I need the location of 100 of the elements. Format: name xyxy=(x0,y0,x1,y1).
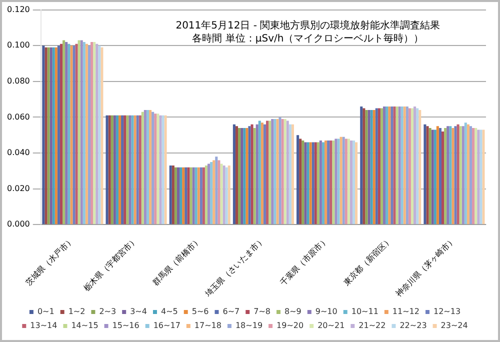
bar xyxy=(410,108,414,224)
bar xyxy=(72,46,76,224)
bar xyxy=(324,140,328,224)
x-tick-label: 栃木県（宇都宮市） xyxy=(82,236,140,293)
bar xyxy=(141,112,144,224)
legend-label: 5~6 xyxy=(192,307,209,316)
bar xyxy=(322,142,324,224)
bar xyxy=(428,128,432,224)
bar xyxy=(408,108,411,224)
bar xyxy=(446,126,450,224)
bar xyxy=(382,106,386,224)
bar xyxy=(220,164,223,224)
bar xyxy=(126,115,129,224)
bar xyxy=(281,119,284,224)
bar xyxy=(482,130,485,224)
bar xyxy=(400,106,404,224)
bar xyxy=(197,167,200,224)
bar xyxy=(375,108,378,224)
legend-label: 0~1 xyxy=(37,307,54,316)
bar xyxy=(88,46,90,224)
bar xyxy=(54,47,58,224)
bar xyxy=(90,42,94,224)
bar xyxy=(414,106,416,224)
bar xyxy=(131,115,134,224)
x-tick-label: 東京都（新宿区） xyxy=(342,236,394,288)
bar xyxy=(304,142,307,224)
legend-label: 8~9 xyxy=(284,307,302,316)
bar xyxy=(378,108,380,224)
x-tick-label: 茨城県（水戸市） xyxy=(24,236,76,288)
bar xyxy=(128,115,132,224)
bar xyxy=(454,126,457,224)
x-tick-label: 神奈川県（茅ヶ崎市） xyxy=(394,236,458,298)
bar xyxy=(337,138,340,224)
bar xyxy=(314,142,317,224)
legend-label: 19~20 xyxy=(276,321,304,330)
bar xyxy=(340,136,342,224)
bar xyxy=(134,115,136,224)
bar xyxy=(263,124,266,224)
y-tick-label: 0.120 xyxy=(6,4,30,14)
bar xyxy=(218,160,220,224)
bar xyxy=(370,110,373,224)
bar xyxy=(159,115,162,224)
bar xyxy=(441,132,444,224)
bar xyxy=(62,40,66,224)
legend-label: 20~21 xyxy=(318,321,345,330)
legend-label: 11~12 xyxy=(392,307,420,316)
bar xyxy=(386,106,388,224)
bar xyxy=(474,128,478,224)
bar xyxy=(164,115,167,224)
bar xyxy=(319,140,322,224)
bar xyxy=(176,167,180,224)
bar xyxy=(154,114,157,224)
bar xyxy=(169,166,172,224)
bar xyxy=(222,166,226,224)
bar xyxy=(215,156,218,224)
bar xyxy=(271,119,274,224)
y-tick-label: 0.020 xyxy=(6,184,30,193)
bar xyxy=(309,142,312,224)
bar xyxy=(85,44,88,224)
bar xyxy=(93,42,96,224)
bar xyxy=(82,42,86,224)
bar xyxy=(70,46,73,224)
bar xyxy=(365,110,368,224)
bar xyxy=(459,126,462,224)
bar xyxy=(187,167,190,224)
bar xyxy=(52,47,55,224)
bar xyxy=(156,114,160,224)
bar xyxy=(302,140,304,224)
text: 2011年5月12日 - 関東地方県別の環境放射能水準調査結果 xyxy=(176,19,440,32)
bar xyxy=(393,106,396,224)
bar xyxy=(106,115,108,224)
bar xyxy=(396,106,398,224)
bar xyxy=(204,166,208,224)
bar xyxy=(238,128,241,224)
bar xyxy=(350,140,352,224)
bar xyxy=(299,138,302,224)
bar xyxy=(228,166,230,224)
bar xyxy=(398,106,401,224)
bar xyxy=(438,128,442,224)
bar xyxy=(149,110,152,224)
bar xyxy=(452,128,454,224)
bar xyxy=(200,167,202,224)
bar xyxy=(235,126,238,224)
bar xyxy=(390,106,394,224)
bar xyxy=(121,115,124,224)
bar xyxy=(248,126,251,224)
bar xyxy=(98,46,101,224)
bar xyxy=(96,44,98,224)
bar xyxy=(480,130,482,224)
bar xyxy=(136,115,139,224)
text: 各時間 単位：µSv/h（マイクロシーベルト毎時）） xyxy=(192,32,424,44)
bar xyxy=(192,167,195,224)
legend-label: 2~3 xyxy=(99,307,116,316)
legend-label: 17~18 xyxy=(194,321,222,330)
bar xyxy=(162,115,164,224)
bar xyxy=(116,115,118,224)
bar xyxy=(182,167,185,224)
bar xyxy=(118,115,122,224)
bar xyxy=(466,124,470,224)
legend-label: 3~4 xyxy=(130,307,147,316)
